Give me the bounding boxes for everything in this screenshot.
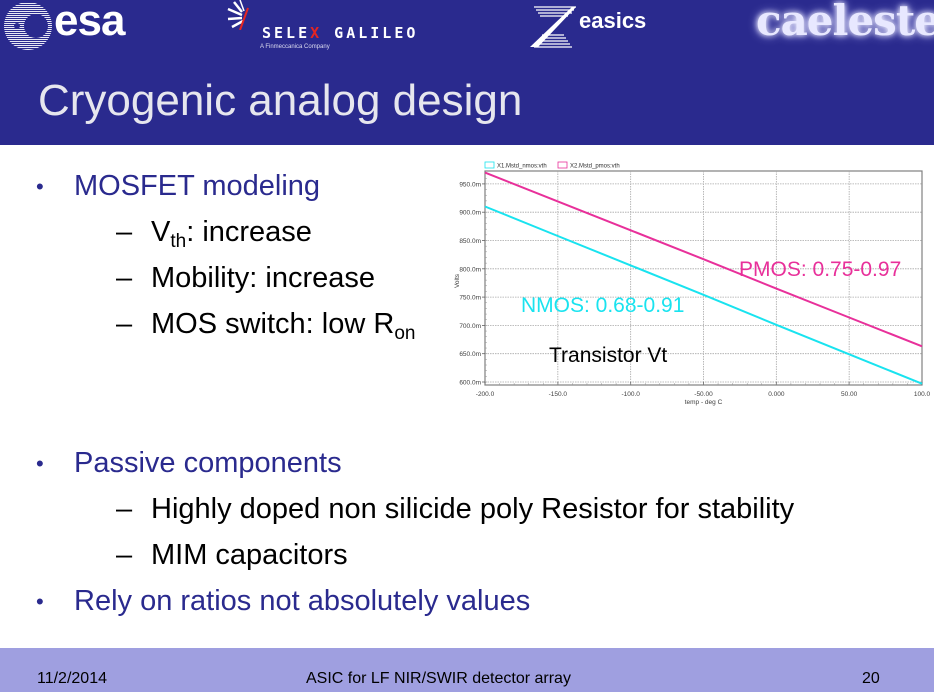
bullet-dot-icon: • [36,451,44,476]
transistor-vt-chart: 600.0m 650.0m 700.0m 750.0m 800.0m 850.0m 900.… [440,150,934,412]
footer-date: 11/2/2014 [37,670,107,687]
footer-title: ASIC for LF NIR/SWIR detector array [306,670,571,687]
caeleste-logo-text: caeleste [756,0,934,45]
pmos-annotation: PMOS: 0.75-0.97 [739,258,902,281]
chart-plot: 600.0m 650.0m 700.0m 750.0m 800.0m 850.0m 900.… [454,161,931,406]
easics-logo: easics [528,3,658,53]
easics-z-icon [530,6,576,48]
selex-logo-subtitle: A Finmeccanica Company [260,44,330,50]
svg-text:temp - deg C: temp - deg C [685,399,723,406]
svg-text:700.0m: 700.0m [459,323,481,330]
bullet-dot-icon: • [36,589,44,614]
svg-text:600.0m: 600.0m [459,380,481,387]
svg-text:-150.0: -150.0 [549,391,568,398]
svg-text:750.0m: 750.0m [459,295,481,302]
svg-text:0.000: 0.000 [768,391,785,398]
caeleste-logo: caeleste [752,0,934,50]
svg-text:50.00: 50.00 [841,391,858,398]
easics-logo-text: easics [579,8,647,33]
svg-text:-200.0: -200.0 [476,391,495,398]
svg-text:X2.Mstd_pmos:vth: X2.Mstd_pmos:vth [570,164,620,170]
svg-text:-100.0: -100.0 [621,391,640,398]
svg-text:650.0m: 650.0m [459,351,481,358]
esa-logo: esa [2,0,142,52]
nmos-annotation: NMOS: 0.68-0.91 [521,294,685,317]
dash-icon: – [116,216,133,248]
svg-text:900.0m: 900.0m [459,210,481,217]
dash-icon: – [116,539,133,571]
svg-text:800.0m: 800.0m [459,266,481,273]
slide-header: esa SELEX GALILEO A Finmeccanica Company [0,0,934,145]
dash-icon: – [116,493,133,525]
slide-title: Cryogenic analog design [38,76,523,125]
svg-text:850.0m: 850.0m [459,238,481,245]
esa-emblem-icon [4,2,52,50]
svg-text:-50.00: -50.00 [694,391,713,398]
svg-text:950.0m: 950.0m [459,181,481,188]
footer-page-number: 20 [862,670,880,687]
svg-text:Volts: Volts [454,273,461,288]
bullet-dot-icon: • [36,174,44,199]
svg-text:100.0: 100.0 [914,391,931,398]
dash-icon: – [116,308,133,340]
selex-rays-icon [227,0,249,30]
dash-icon: – [116,262,133,294]
svg-text:X1.Mstd_nmos:vth: X1.Mstd_nmos:vth [497,164,547,170]
selex-logo-text: SELEX GALILEO [262,24,419,42]
slide-footer: 11/2/2014 ASIC for LF NIR/SWIR detector … [0,648,934,692]
esa-logo-text: esa [54,0,125,45]
transistor-vt-annotation: Transistor Vt [549,344,668,367]
selex-galileo-logo: SELEX GALILEO A Finmeccanica Company [226,0,446,52]
